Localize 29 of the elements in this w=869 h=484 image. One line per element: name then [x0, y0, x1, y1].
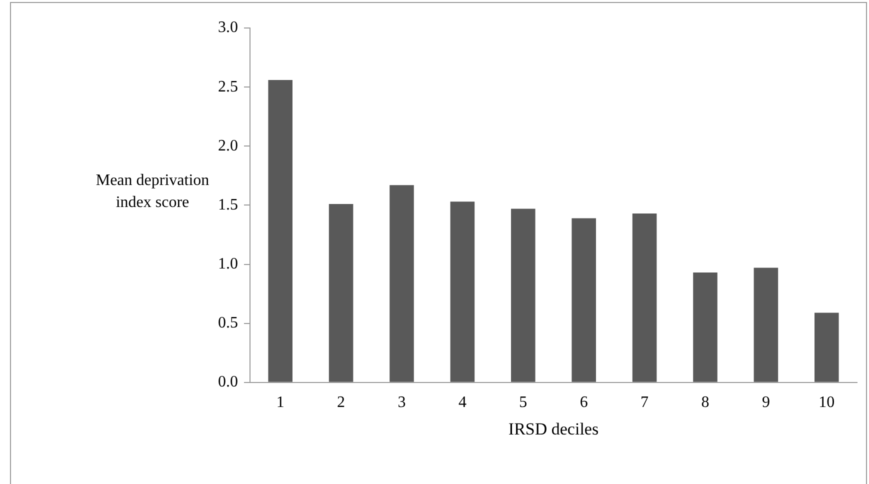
- bar: [268, 80, 292, 382]
- x-tick-label: 1: [276, 394, 284, 412]
- x-tick-label: 9: [762, 394, 770, 412]
- bar: [814, 312, 839, 382]
- x-tick-label: 2: [337, 394, 346, 412]
- y-tick-label: 1.5: [218, 196, 238, 214]
- y-tick-label: 1.0: [218, 255, 238, 272]
- y-tick-label: 2.5: [218, 78, 238, 96]
- bar: [450, 202, 475, 382]
- x-axis-title: IRSD deciles: [508, 419, 599, 438]
- x-tick-label: 4: [458, 394, 466, 412]
- x-tick-label: 5: [519, 394, 528, 412]
- bar: [693, 272, 718, 382]
- x-tick-label: 10: [818, 394, 835, 412]
- y-tick-label: 0.0: [218, 374, 238, 391]
- x-tick-label: 8: [701, 394, 710, 412]
- x-tick-label: 7: [640, 394, 649, 412]
- y-tick-label: 2.0: [218, 137, 238, 154]
- y-axis-title: Mean deprivation index score: [95, 171, 210, 213]
- bar: [390, 185, 414, 382]
- y-tick-label: 3.0: [218, 19, 238, 36]
- x-tick-label: 6: [580, 394, 588, 412]
- bar: [754, 268, 778, 382]
- x-tick-label: 3: [398, 394, 406, 412]
- bar: [572, 218, 596, 382]
- y-tick-label: 0.5: [218, 314, 238, 332]
- bar: [328, 204, 354, 382]
- bar: [511, 208, 536, 382]
- bar: [632, 213, 657, 382]
